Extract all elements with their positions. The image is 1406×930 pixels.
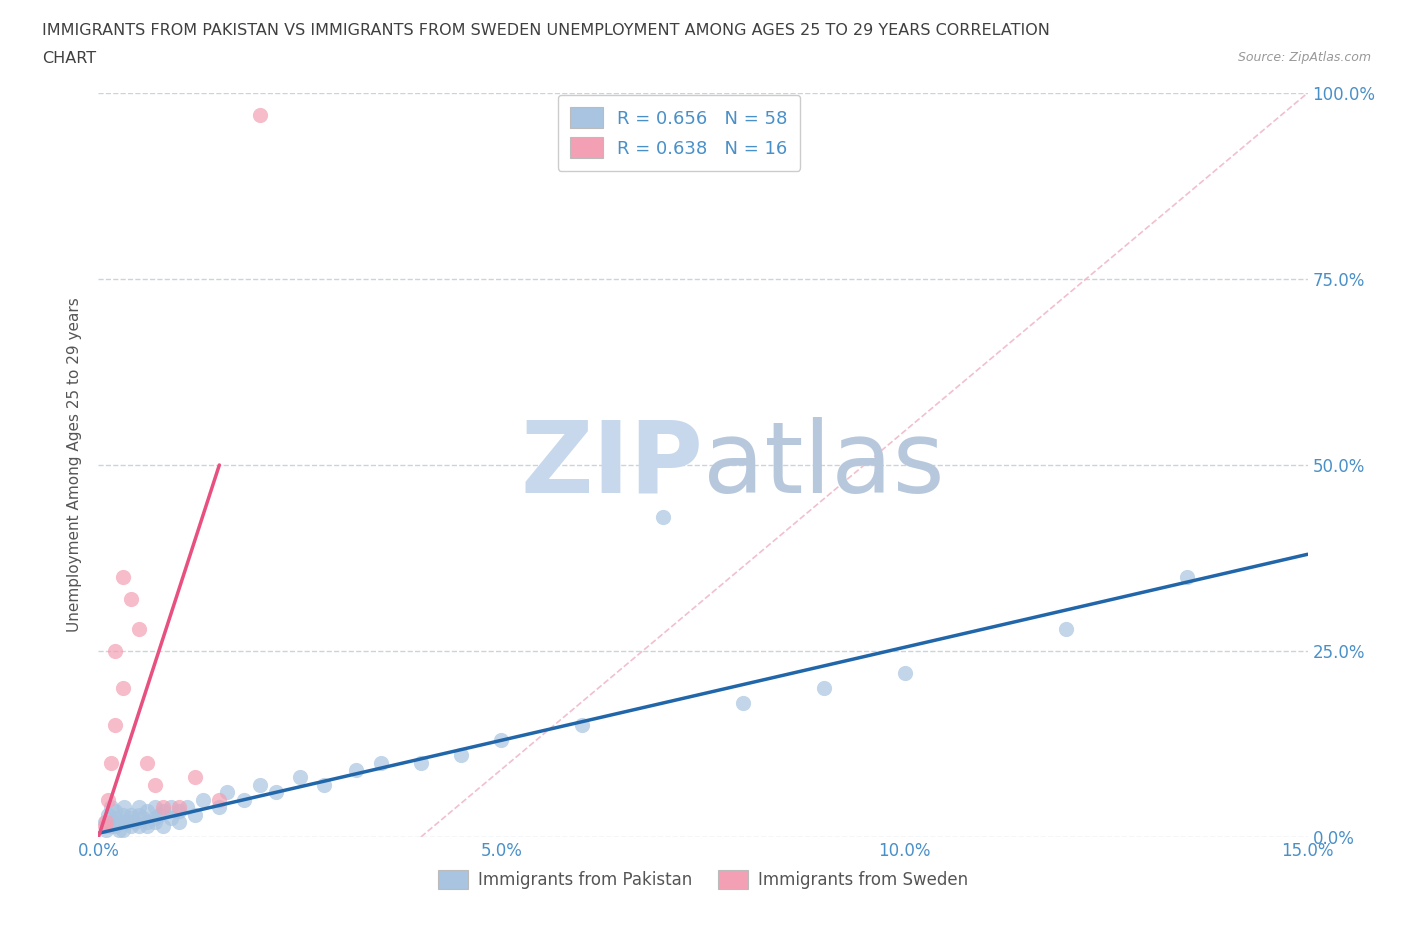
Point: [571, 718, 593, 733]
Point: [135, 804, 157, 818]
Point: [120, 591, 142, 606]
Point: [651, 510, 673, 525]
Point: [105, 811, 128, 826]
Point: [217, 785, 239, 800]
Point: [167, 800, 190, 815]
Point: [96, 822, 118, 837]
Point: [120, 807, 142, 822]
Point: [97, 792, 120, 807]
Point: [96, 815, 118, 830]
Point: [450, 748, 472, 763]
Point: [143, 811, 166, 826]
Point: [103, 804, 125, 818]
Point: [1175, 569, 1198, 584]
Point: [193, 792, 215, 807]
Point: [232, 792, 254, 807]
Text: Source: ZipAtlas.com: Source: ZipAtlas.com: [1237, 51, 1371, 64]
Point: [111, 822, 134, 837]
Text: atlas: atlas: [703, 417, 945, 513]
Point: [124, 815, 146, 830]
Point: [813, 681, 835, 696]
Point: [111, 569, 134, 584]
Point: [208, 800, 231, 815]
Point: [409, 755, 432, 770]
Point: [135, 815, 157, 830]
Point: [288, 770, 311, 785]
Point: [135, 755, 157, 770]
Text: IMMIGRANTS FROM PAKISTAN VS IMMIGRANTS FROM SWEDEN UNEMPLOYMENT AMONG AGES 25 TO: IMMIGRANTS FROM PAKISTAN VS IMMIGRANTS F…: [42, 23, 1050, 38]
Point: [152, 804, 174, 818]
Point: [264, 785, 287, 800]
Point: [107, 822, 129, 837]
Point: [893, 666, 915, 681]
Point: [249, 777, 271, 792]
Point: [112, 800, 135, 815]
Point: [143, 777, 166, 792]
Point: [184, 770, 207, 785]
Point: [128, 807, 150, 822]
Point: [128, 621, 150, 636]
Point: [111, 807, 134, 822]
Point: [103, 818, 125, 833]
Point: [208, 792, 231, 807]
Point: [167, 804, 190, 818]
Y-axis label: Unemployment Among Ages 25 to 29 years: Unemployment Among Ages 25 to 29 years: [67, 298, 83, 632]
Point: [135, 818, 157, 833]
Point: [103, 644, 125, 658]
Point: [160, 800, 183, 815]
Point: [160, 811, 183, 826]
Point: [115, 815, 138, 830]
Point: [176, 800, 198, 815]
Point: [1054, 621, 1077, 636]
Point: [100, 755, 122, 770]
Point: [97, 807, 120, 822]
Point: [94, 818, 117, 833]
Point: [100, 800, 122, 815]
Point: [100, 818, 122, 833]
Point: [152, 800, 174, 815]
Text: CHART: CHART: [42, 51, 96, 66]
Point: [143, 800, 166, 815]
Point: [94, 815, 117, 830]
Point: [733, 696, 755, 711]
Point: [121, 811, 143, 826]
Point: [344, 763, 367, 777]
Point: [128, 818, 150, 833]
Point: [103, 718, 125, 733]
Legend: Immigrants from Pakistan, Immigrants from Sweden: Immigrants from Pakistan, Immigrants fro…: [432, 863, 974, 896]
Point: [152, 818, 174, 833]
Point: [491, 733, 513, 748]
Point: [111, 815, 134, 830]
Point: [184, 807, 207, 822]
Point: [101, 815, 124, 830]
Text: ZIP: ZIP: [520, 417, 703, 513]
Point: [370, 755, 392, 770]
Point: [314, 777, 336, 792]
Point: [143, 815, 166, 830]
Point: [148, 807, 170, 822]
Point: [167, 815, 190, 830]
Point: [132, 811, 155, 826]
Point: [111, 681, 134, 696]
Point: [249, 108, 271, 123]
Point: [120, 818, 142, 833]
Point: [128, 800, 150, 815]
